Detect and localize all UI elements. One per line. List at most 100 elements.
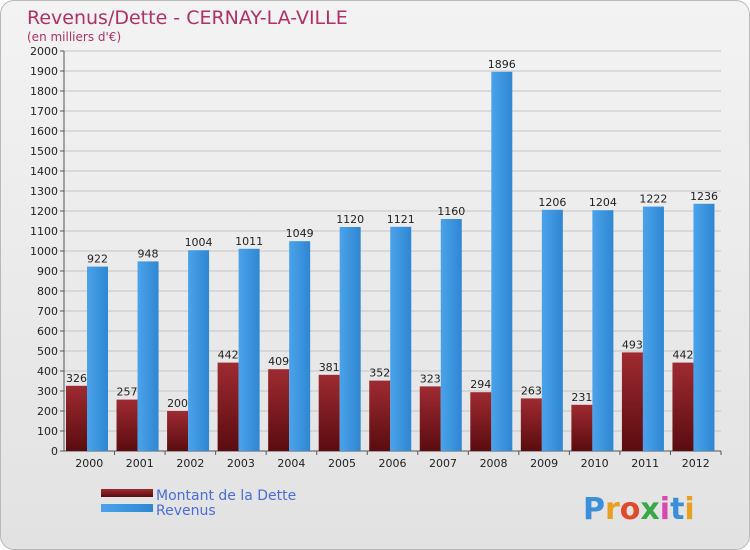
- value-label-revenus: 1204: [589, 196, 617, 209]
- x-tick-label: 2012: [682, 457, 710, 470]
- bar-revenus: [541, 209, 563, 451]
- y-tick-label: 300: [37, 385, 58, 398]
- x-tick-label: 2007: [429, 457, 457, 470]
- bar-revenus: [642, 206, 664, 451]
- logo-letter: P: [583, 492, 605, 527]
- x-tick-label: 2006: [379, 457, 407, 470]
- value-label-dette: 352: [369, 367, 390, 380]
- value-label-revenus: 1222: [639, 193, 667, 206]
- value-label-dette: 323: [420, 372, 441, 385]
- y-tick-label: 900: [37, 265, 58, 278]
- bar-revenus: [188, 250, 210, 451]
- bar-revenus: [137, 261, 159, 451]
- x-tick-label: 2005: [328, 457, 356, 470]
- x-tick-label: 2008: [480, 457, 508, 470]
- bar-revenus: [440, 219, 462, 451]
- bar-dette: [318, 374, 340, 451]
- y-tick-label: 1600: [30, 125, 58, 138]
- value-label-dette: 326: [66, 372, 87, 385]
- y-tick-label: 0: [51, 445, 58, 458]
- value-label-dette: 442: [672, 349, 693, 362]
- bars: [66, 71, 715, 452]
- bar-revenus: [87, 266, 108, 451]
- value-label-dette: 231: [571, 391, 592, 404]
- bar-revenus: [592, 210, 614, 451]
- y-tick-label: 1100: [30, 225, 58, 238]
- bar-revenus: [390, 226, 412, 451]
- y-tick-label: 1300: [30, 185, 58, 198]
- value-label-dette: 442: [218, 349, 239, 362]
- value-label-revenus: 1236: [690, 190, 718, 203]
- value-label-revenus: 1896: [488, 58, 516, 71]
- value-label-revenus: 1121: [387, 213, 415, 226]
- y-tick-label: 600: [37, 325, 58, 338]
- bar-dette: [217, 362, 239, 451]
- bar-dette: [470, 392, 492, 451]
- value-label-revenus: 948: [138, 247, 159, 260]
- bar-revenus: [238, 248, 260, 451]
- y-tick-label: 1500: [30, 145, 58, 158]
- logo-letter: o: [620, 492, 641, 527]
- value-label-dette: 493: [622, 338, 643, 351]
- value-label-dette: 263: [521, 384, 542, 397]
- logo-letter: i: [684, 492, 694, 527]
- y-tick-label: 1700: [30, 105, 58, 118]
- bar-dette: [116, 399, 138, 451]
- bar-dette: [419, 386, 441, 451]
- y-tick-label: 2000: [30, 45, 58, 58]
- logo-letter: t: [670, 492, 684, 527]
- value-labels: 326 922 257 948 200 1004 442 1011 409 1049 381 1120…: [66, 58, 718, 410]
- y-tick-label: 500: [37, 345, 58, 358]
- bar-dette: [369, 380, 391, 451]
- bar-revenus: [339, 227, 361, 451]
- legend-swatch-revenus: [101, 504, 153, 512]
- value-label-dette: 257: [117, 386, 138, 399]
- x-tick-label: 2000: [75, 457, 103, 470]
- x-tick-label: 2009: [530, 457, 558, 470]
- y-tick-label: 800: [37, 285, 58, 298]
- value-label-revenus: 922: [87, 253, 108, 266]
- chart-subtitle: (en milliers d'€): [27, 30, 121, 44]
- value-label-revenus: 1160: [437, 205, 465, 218]
- logo-letter: r: [605, 492, 620, 527]
- y-tick-label: 400: [37, 365, 58, 378]
- value-label-dette: 381: [319, 361, 340, 374]
- y-tick-label: 700: [37, 305, 58, 318]
- y-tick-label: 100: [37, 425, 58, 438]
- y-tick-label: 1900: [30, 65, 58, 78]
- bar-revenus: [289, 241, 311, 451]
- bar-dette: [672, 362, 694, 451]
- logo-letter: i: [660, 492, 670, 527]
- x-tick-label: 2002: [176, 457, 204, 470]
- bar-revenus: [693, 203, 715, 451]
- logo-letter: x: [640, 492, 659, 527]
- value-label-dette: 409: [268, 355, 289, 368]
- proxiti-logo: Proxiti: [583, 492, 695, 527]
- bar-dette: [66, 385, 87, 451]
- legend-label-dette: Montant de la Dette: [156, 488, 296, 504]
- y-tick-label: 1400: [30, 165, 58, 178]
- value-label-revenus: 1049: [286, 227, 314, 240]
- value-label-revenus: 1120: [336, 213, 364, 226]
- legend-swatch-dette: [101, 489, 153, 497]
- bar-dette: [167, 411, 189, 451]
- y-tick-label: 1200: [30, 205, 58, 218]
- x-tick-label: 2001: [126, 457, 154, 470]
- y-tick-label: 200: [37, 405, 58, 418]
- bar-dette: [520, 398, 542, 451]
- value-label-dette: 294: [470, 378, 491, 391]
- x-tick-label: 2004: [277, 457, 305, 470]
- bar-dette: [571, 404, 593, 451]
- bar-revenus: [491, 71, 513, 452]
- bar-dette: [621, 352, 643, 451]
- x-tick-label: 2010: [581, 457, 609, 470]
- value-label-dette: 200: [167, 397, 188, 410]
- x-tick-label: 2003: [227, 457, 255, 470]
- legend-label-revenus: Revenus: [156, 503, 216, 519]
- bar-dette: [268, 369, 290, 451]
- value-label-revenus: 1004: [185, 236, 213, 249]
- x-tick-label: 2011: [631, 457, 659, 470]
- value-label-revenus: 1206: [538, 196, 566, 209]
